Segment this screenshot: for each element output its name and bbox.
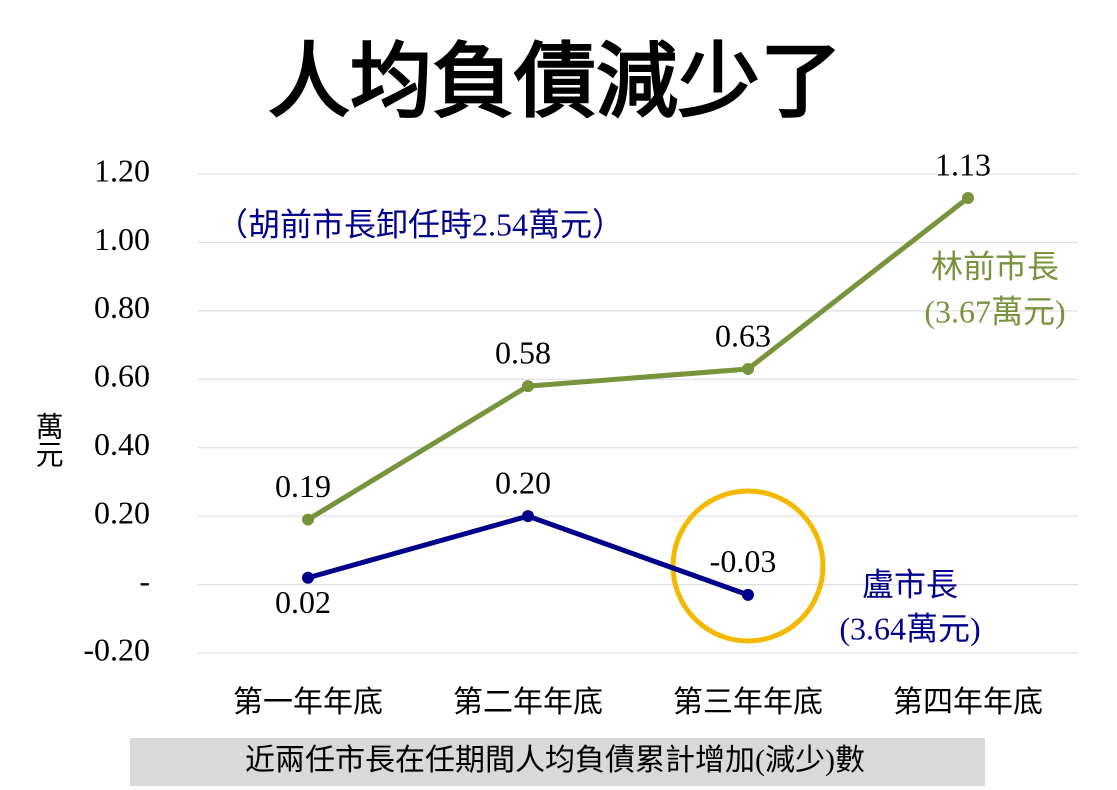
series-line — [306, 195, 970, 522]
legend-label: 林前市長 — [931, 248, 1059, 284]
y-tick-label: 0.60 — [94, 358, 150, 394]
chart-title: 人均負債減少了 — [268, 37, 842, 128]
annotation: (3.64萬元) — [839, 610, 980, 646]
data-point — [522, 510, 534, 523]
x-tick-label: 第一年年底 — [233, 686, 383, 719]
data-point — [522, 380, 534, 393]
annotation: （胡前市長卸任時2.54萬元） — [216, 206, 624, 242]
y-tick-label: 0.20 — [94, 494, 150, 530]
y-tick-label: -0.20 — [83, 631, 150, 667]
y-tick-label: 0.40 — [94, 426, 150, 462]
footer-background — [130, 738, 985, 786]
data-point — [742, 588, 754, 601]
y-tick-label: 1.00 — [94, 221, 150, 257]
data-label: 0.20 — [495, 464, 551, 500]
x-tick-label: 第三年年底 — [673, 686, 823, 719]
data-label: 0.58 — [495, 334, 551, 370]
data-point — [742, 363, 754, 376]
data-label: 0.19 — [275, 468, 331, 504]
data-point — [962, 191, 974, 204]
x-tick-label: 第二年年底 — [453, 686, 603, 719]
y-tick-label: 0.80 — [94, 289, 150, 325]
data-label: 1.13 — [935, 146, 991, 182]
x-tick-label: 第四年年底 — [893, 686, 1043, 719]
y-axis-label: 萬元 — [32, 412, 63, 468]
y-tick-label: 1.20 — [94, 152, 150, 188]
data-label: 0.02 — [275, 584, 331, 620]
annotation: (3.67萬元) — [924, 293, 1065, 329]
footer: 近兩任市長在任期間人均負債累計增加(減少)數 — [245, 744, 865, 777]
data-label: -0.03 — [710, 543, 777, 579]
data-point — [302, 513, 314, 526]
data-label: 0.63 — [715, 317, 771, 353]
data-point — [302, 571, 314, 584]
y-tick-label: - — [139, 563, 150, 599]
legend-label: 盧市長 — [862, 566, 958, 602]
